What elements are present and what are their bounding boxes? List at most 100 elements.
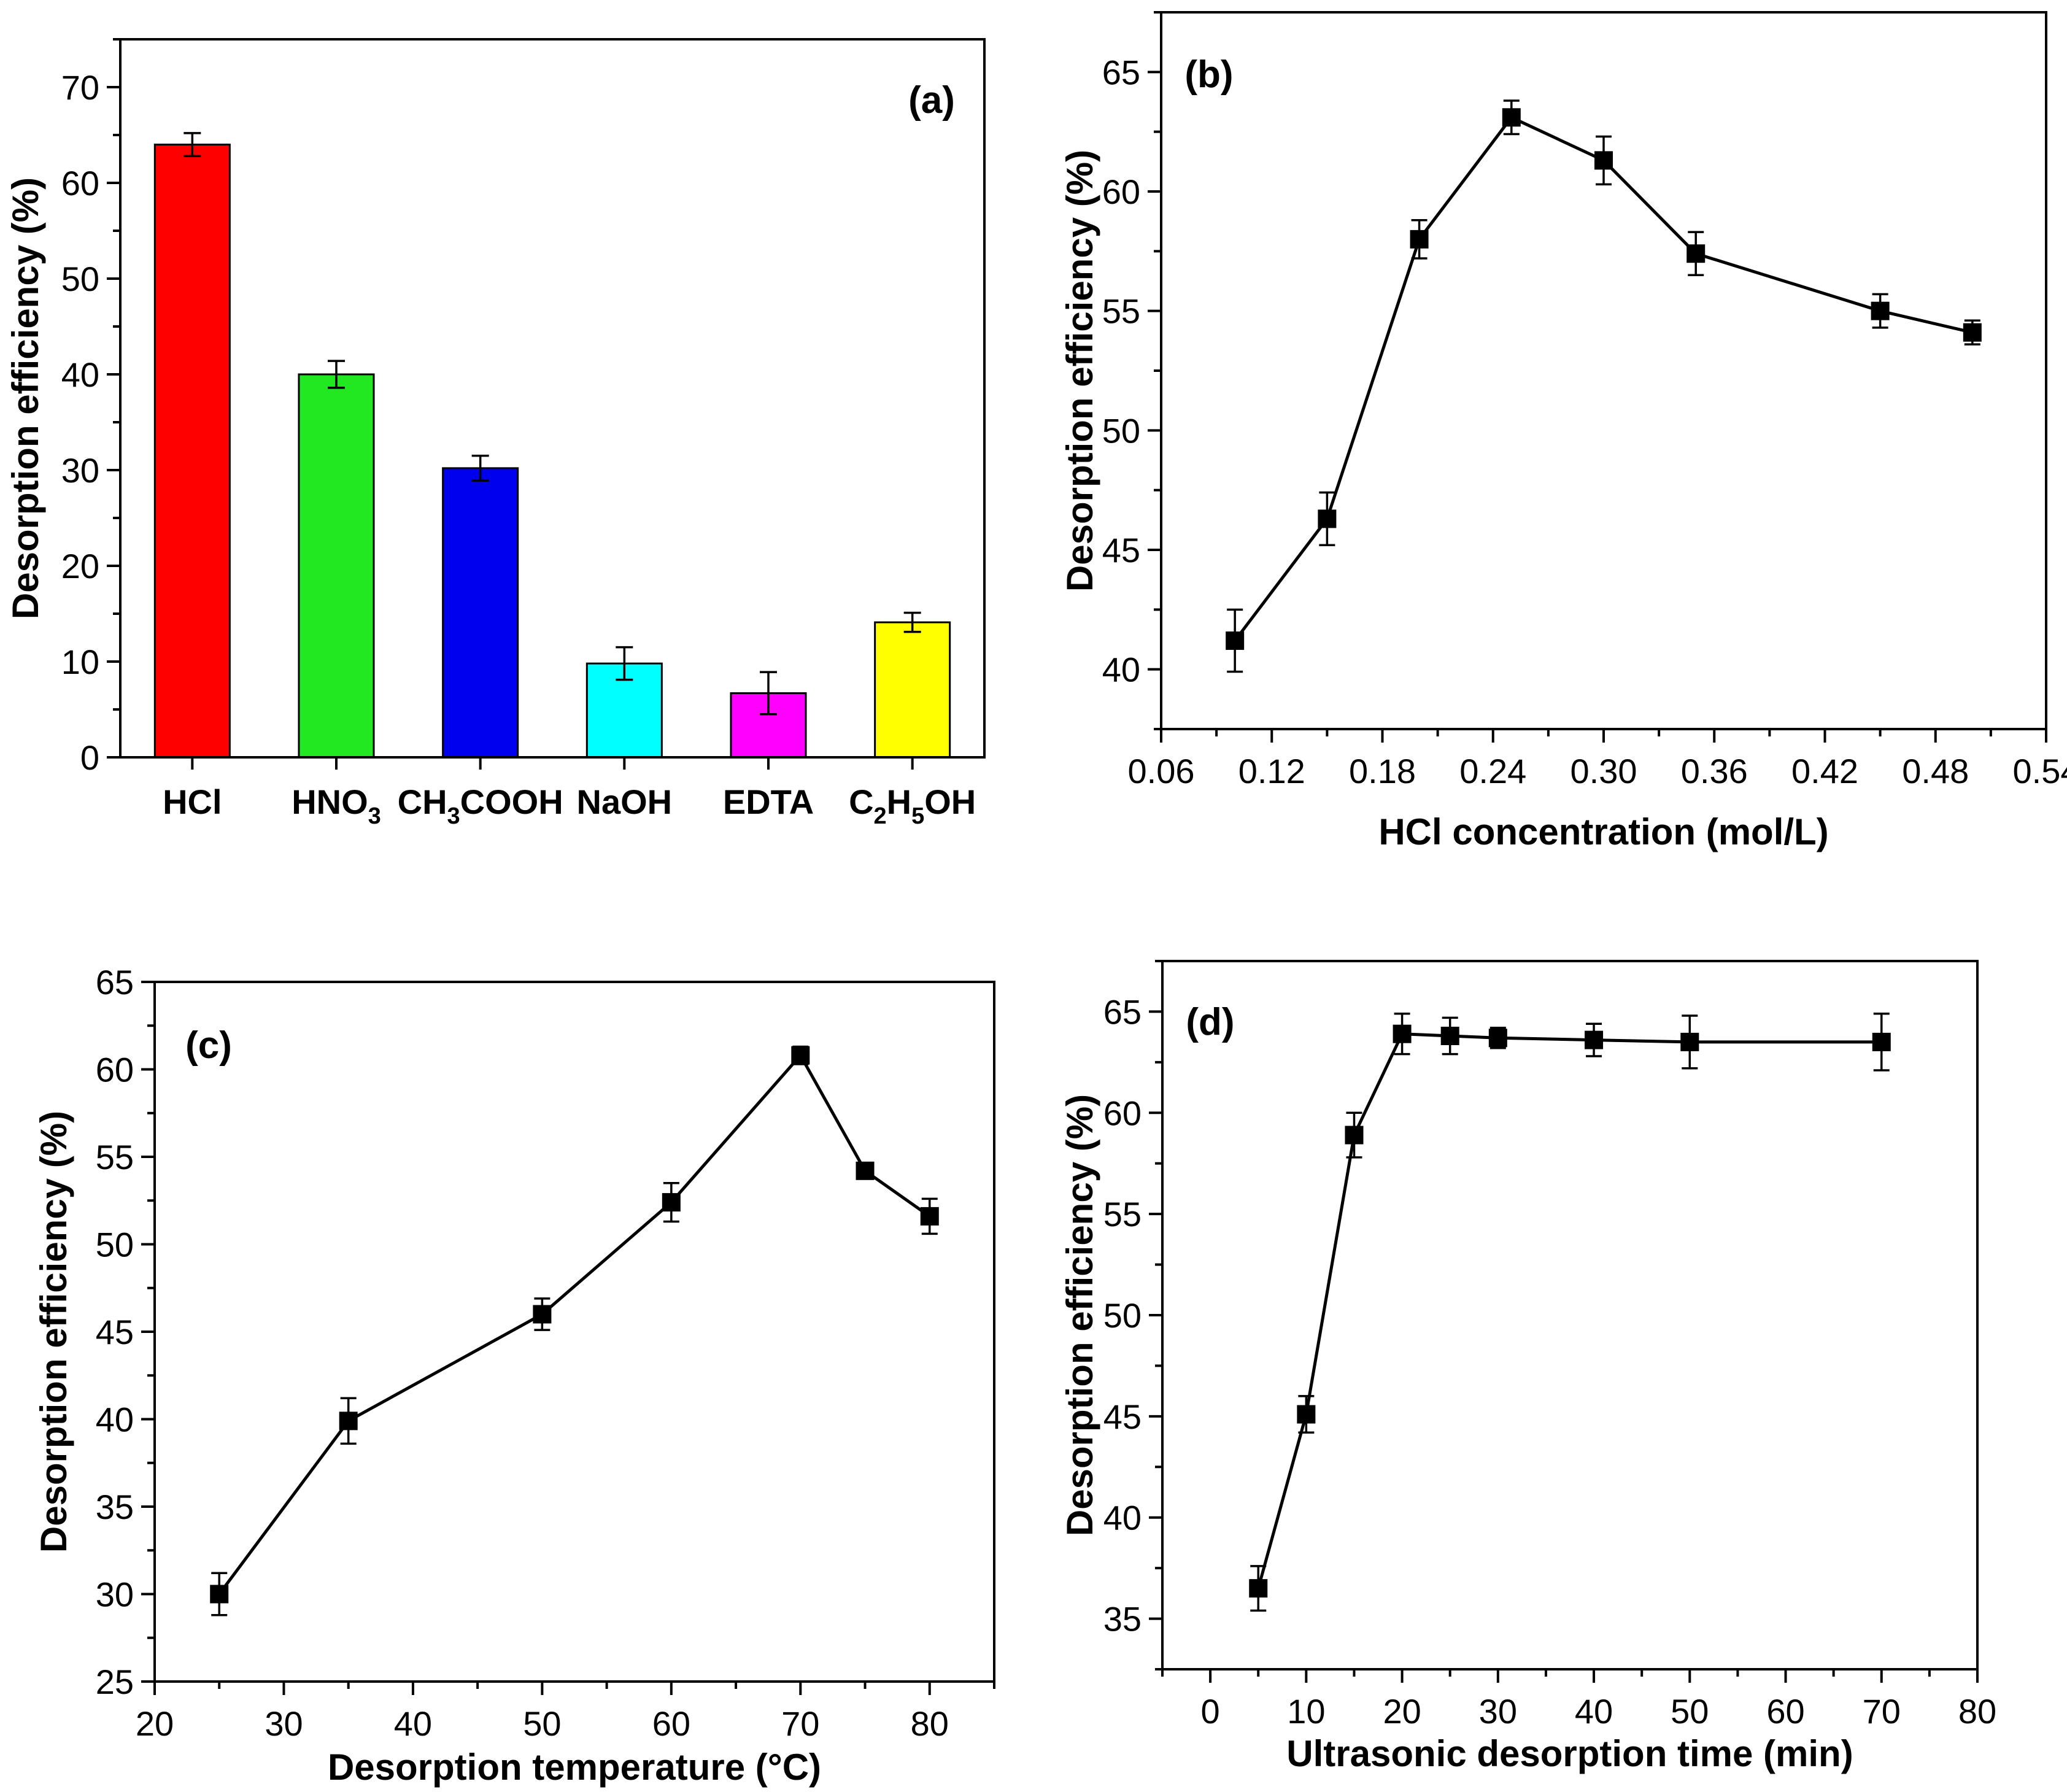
x-tick-label: 0.06 — [1128, 752, 1195, 790]
y-tick-label: 45 — [96, 1313, 134, 1351]
y-tick-label: 35 — [1103, 1600, 1142, 1639]
x-tick-label: 10 — [1287, 1692, 1325, 1731]
panel-label: (a) — [908, 79, 955, 122]
y-tick-label: 40 — [96, 1400, 134, 1439]
panel-label: (b) — [1184, 53, 1233, 96]
panel-label: (d) — [1186, 1001, 1234, 1043]
category-label: NaOH — [577, 782, 673, 821]
data-point — [791, 1046, 810, 1065]
data-point — [1488, 1029, 1507, 1048]
y-tick-label: 65 — [96, 963, 134, 1002]
x-tick-label: 0.54 — [2013, 752, 2067, 790]
data-point — [1502, 108, 1521, 127]
data-point — [1594, 151, 1613, 170]
y-tick-label: 0 — [80, 738, 99, 777]
y-tick-label: 30 — [96, 1575, 134, 1614]
y-tick-label: 35 — [96, 1488, 134, 1526]
bar — [874, 621, 951, 759]
category-label: C2H5OH — [849, 782, 976, 829]
x-tick-label: 60 — [652, 1704, 690, 1743]
plot-frame-b — [1160, 11, 2047, 730]
y-axis-title: Desorption efficiency (%) — [1059, 1094, 1100, 1536]
y-tick-label: 30 — [61, 451, 99, 490]
x-tick-label: 50 — [523, 1704, 561, 1743]
x-tick-label: 60 — [1766, 1692, 1804, 1731]
category-label-text: NaOH — [577, 782, 673, 821]
data-point — [856, 1161, 875, 1180]
y-tick-label: 10 — [61, 643, 99, 681]
data-point — [1410, 230, 1429, 249]
x-axis-title: HCl concentration (mol/L) — [1378, 811, 1828, 852]
x-tick-label: 50 — [1671, 1692, 1709, 1731]
x-axis-title: Desorption temperature (°C) — [328, 1747, 821, 1788]
category-label-text: OH — [924, 782, 976, 821]
x-tick-label: 20 — [1383, 1692, 1421, 1731]
x-tick-label: 0.24 — [1459, 752, 1526, 790]
x-tick-label: 0.36 — [1681, 752, 1748, 790]
data-point — [920, 1207, 939, 1226]
y-tick-label: 60 — [1102, 172, 1140, 211]
category-label-text: EDTA — [723, 782, 814, 821]
x-tick-label: 0.12 — [1238, 752, 1305, 790]
bar — [442, 467, 519, 759]
y-tick-label: 40 — [1103, 1499, 1142, 1537]
y-tick-label: 50 — [1102, 411, 1140, 450]
y-axis-title: Desorption efficiency (%) — [33, 1111, 74, 1553]
plot-frame-c — [153, 981, 995, 1683]
bar — [298, 373, 375, 759]
category-label-subscript: 5 — [911, 803, 924, 829]
x-tick-label: 40 — [1575, 1692, 1613, 1731]
y-tick-label: 50 — [1103, 1296, 1142, 1335]
y-tick-label: 45 — [1103, 1397, 1142, 1436]
y-tick-label: 40 — [61, 355, 99, 394]
category-label-subscript: 2 — [874, 803, 887, 829]
x-tick-label: 0.48 — [1902, 752, 1969, 790]
y-axis-title: Desorption efficiency (%) — [5, 177, 46, 619]
data-point — [1393, 1024, 1412, 1043]
y-tick-label: 55 — [1103, 1195, 1142, 1234]
chart-panel-b: 40 45 50 55 60 65 0.06 0.12 0.18 0.24 0.30 0.36 0.42… — [1059, 11, 2067, 852]
category-label: HNO3 — [292, 782, 381, 829]
y-tick-label: 55 — [1102, 292, 1140, 331]
bar — [153, 144, 231, 759]
chart-panel-c: 25 30 35 40 45 50 55 60 65 20 30 40 50 60 70 80 Desorpti… — [33, 963, 995, 1788]
bar — [585, 662, 663, 759]
panel-label: (c) — [185, 1024, 232, 1067]
x-tick-label: 0 — [1201, 1692, 1220, 1731]
y-tick-label: 45 — [1102, 531, 1140, 570]
series-line — [218, 1054, 931, 1595]
x-tick-label: 80 — [1958, 1692, 1996, 1731]
data-point — [533, 1305, 552, 1324]
data-point — [1345, 1126, 1364, 1145]
category-label: CH3COOH — [398, 782, 563, 829]
y-tick-label: 60 — [1103, 1094, 1142, 1132]
series-line — [1256, 1032, 1882, 1589]
category-label: EDTA — [723, 782, 814, 821]
y-tick-label: 55 — [96, 1138, 134, 1176]
data-point — [1226, 631, 1245, 650]
plot-frame-a — [119, 38, 986, 759]
data-point — [1440, 1026, 1459, 1045]
y-tick-label: 50 — [96, 1226, 134, 1264]
x-axis-title: Ultrasonic desorption time (min) — [1286, 1733, 1853, 1774]
category-label-text: HCl — [163, 782, 222, 821]
y-tick-label: 65 — [1102, 53, 1140, 91]
x-tick-label: 20 — [136, 1704, 174, 1743]
y-tick-label: 70 — [61, 68, 99, 107]
y-tick-label: 40 — [1102, 651, 1140, 689]
category-label: HCl — [163, 782, 222, 821]
data-point — [1680, 1032, 1699, 1051]
y-axis-title: Desorption efficiency (%) — [1059, 150, 1100, 592]
x-tick-label: 0.42 — [1791, 752, 1858, 790]
x-tick-label: 30 — [265, 1704, 303, 1743]
y-tick-label: 60 — [61, 164, 99, 203]
data-point — [1249, 1579, 1268, 1598]
x-tick-label: 80 — [911, 1704, 949, 1743]
y-tick-label: 25 — [96, 1663, 134, 1701]
category-label-subscript: 3 — [368, 803, 381, 829]
chart-panel-a: HCl HNO3 CH3COOH NaOH EDTA C2H5OH010203040506… — [5, 38, 986, 829]
x-tick-label: 40 — [394, 1704, 432, 1743]
x-tick-label: 30 — [1479, 1692, 1517, 1731]
data-point — [1297, 1405, 1316, 1424]
